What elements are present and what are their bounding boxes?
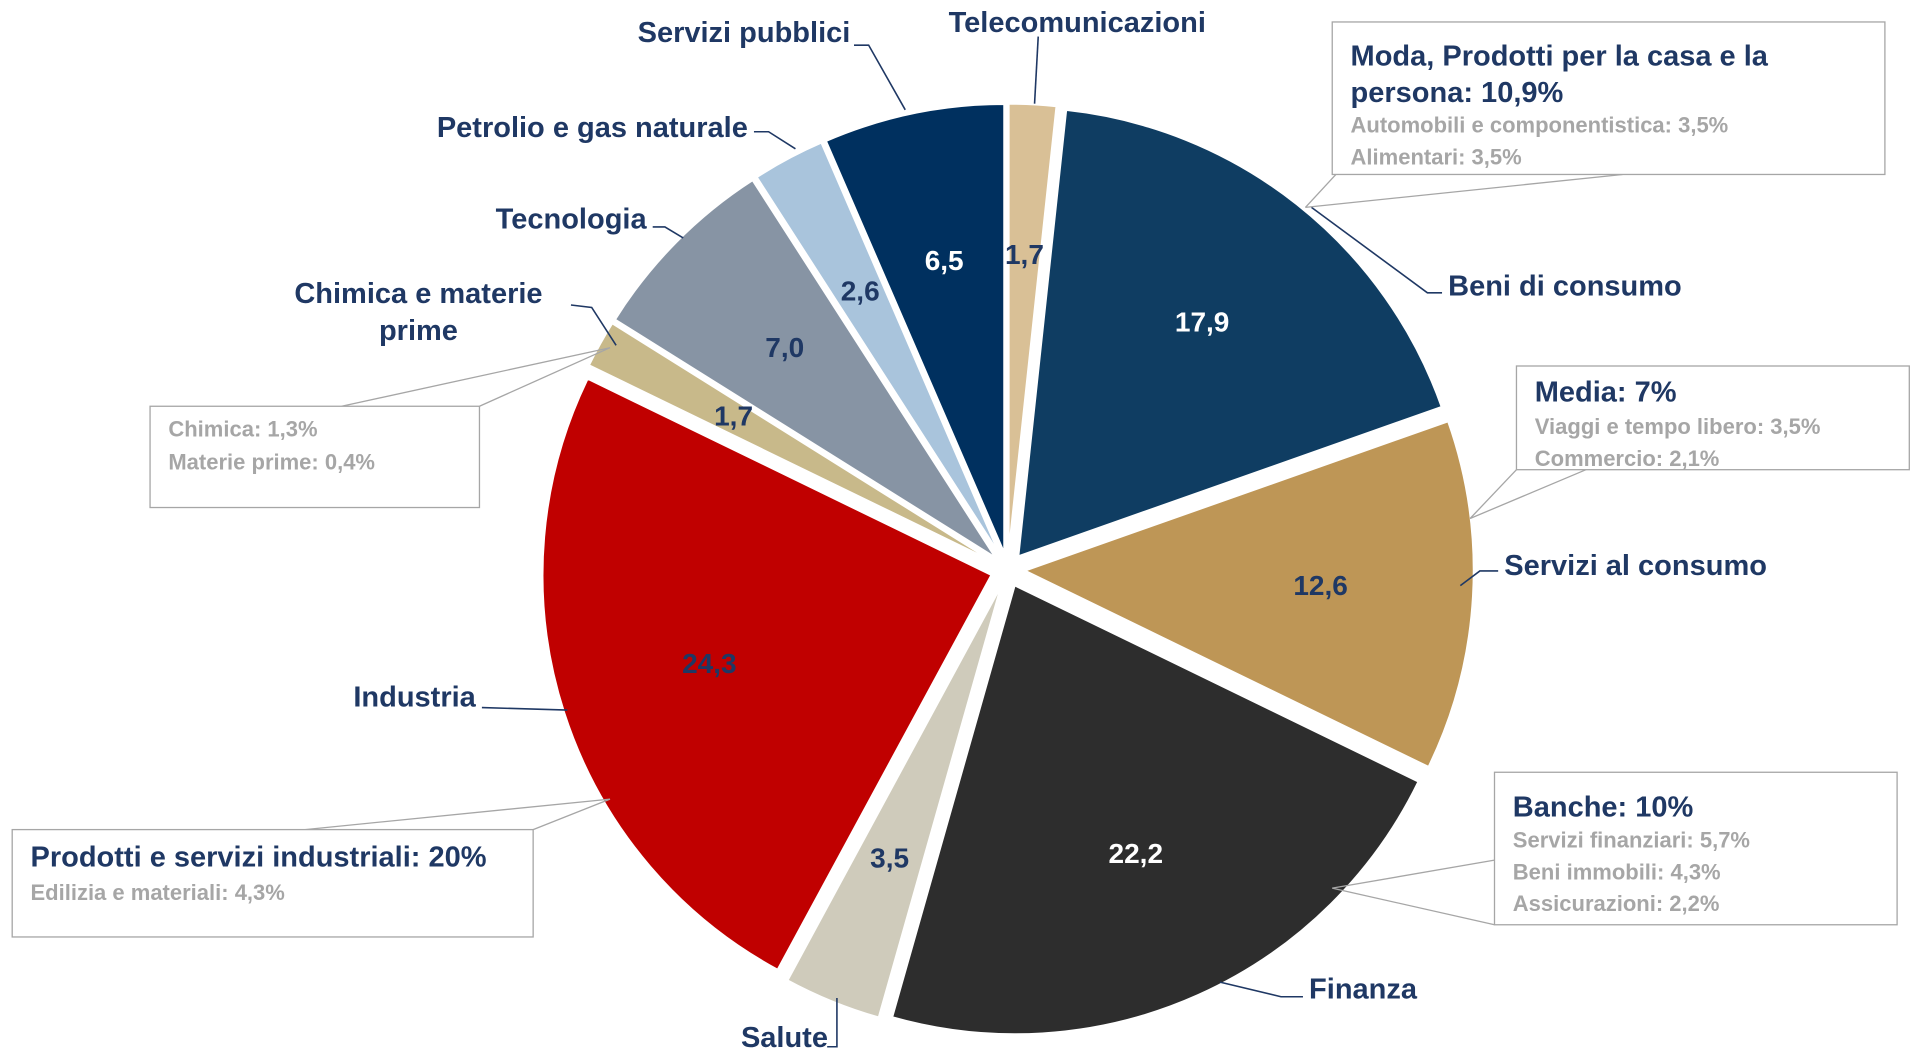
category-label: Industria	[353, 682, 476, 714]
annotation-leader	[1469, 469, 1587, 520]
value-label: 3,5	[870, 842, 909, 873]
annotation-leader	[1469, 469, 1517, 519]
annotation-item: Viaggi e tempo libero: 3,5%	[1535, 414, 1821, 439]
annotation-item: Edilizia e materiali: 4,3%	[31, 880, 285, 905]
value-label: 22,2	[1109, 838, 1164, 869]
pie-slice	[1022, 420, 1475, 769]
annotation-item: Chimica: 1,3%	[168, 416, 317, 441]
leader-line	[1311, 206, 1443, 294]
leader-line	[827, 997, 838, 1048]
pie-slice	[786, 585, 1003, 1019]
category-label: Finanza	[1309, 973, 1418, 1005]
annotation-box	[149, 405, 481, 509]
annotation-box	[1331, 21, 1886, 176]
leader-line	[481, 706, 568, 711]
leader-line	[652, 226, 684, 239]
annotation-item: Beni immobili: 4,3%	[1513, 859, 1721, 884]
pie-slice	[1007, 102, 1058, 553]
pie-slice	[587, 321, 994, 563]
leader-line	[854, 44, 906, 111]
annotation-title: Moda, Prodotti per la casa e la persona: …	[1351, 40, 1769, 109]
annotation-item: Automobili e componentistica: 3,5%	[1351, 113, 1729, 138]
annotation-leader	[1305, 173, 1623, 209]
value-label: 2,6	[841, 276, 880, 307]
annotation-title: Prodotti e servizi industriali: 20%	[31, 842, 487, 874]
category-label: Beni di consumo	[1448, 271, 1682, 303]
annotation-item: Commercio: 2,1%	[1535, 446, 1720, 471]
annotation-leader	[532, 798, 611, 831]
annotation-box	[1493, 771, 1898, 926]
annotation-item: Materie prime: 0,4%	[168, 449, 375, 474]
annotation-item: Assicurazioni: 2,2%	[1513, 891, 1720, 916]
annotation-leader	[1332, 887, 1495, 926]
value-label: 1,7	[1005, 239, 1044, 270]
annotation-item: Alimentari: 3,5%	[1351, 144, 1522, 169]
annotation-leader	[479, 347, 611, 407]
annotation-item: Servizi finanziari: 5,7%	[1513, 828, 1750, 853]
category-label: Tecnologia	[496, 203, 648, 235]
category-label: Telecomunicazioni	[949, 7, 1206, 39]
pie-slice	[755, 141, 1001, 556]
pie-slice	[1017, 108, 1443, 558]
annotation-title: Banche: 10%	[1513, 792, 1694, 824]
value-label: 12,6	[1293, 570, 1348, 601]
leader-line	[1219, 981, 1303, 998]
category-label: Petrolio e gas naturale	[437, 112, 748, 144]
category-label: Salute	[741, 1022, 828, 1054]
leader-line	[570, 304, 617, 346]
annotation-title: Media: 7%	[1535, 377, 1677, 409]
annotation-leader	[1304, 174, 1337, 208]
annotation-leader	[1332, 859, 1495, 889]
pie-slice	[613, 178, 997, 559]
value-label: 6,5	[925, 245, 964, 276]
annotation-leader	[304, 798, 611, 831]
value-label: 7,0	[765, 332, 804, 363]
pie-slice	[890, 583, 1420, 1036]
category-label: Servizi al consumo	[1504, 550, 1767, 582]
leader-line	[1459, 570, 1499, 587]
annotation-leader	[341, 347, 611, 407]
leader-line	[753, 130, 796, 150]
value-label: 1,7	[714, 400, 753, 431]
annotation-box	[11, 828, 534, 938]
annotation-box	[1515, 365, 1910, 471]
value-label: 24,3	[682, 648, 737, 679]
pie-slice	[824, 103, 1006, 554]
category-label: Servizi pubblici	[638, 17, 851, 49]
leader-line	[1033, 36, 1040, 104]
category-label: Chimica e materie prime	[294, 278, 542, 347]
value-label: 17,9	[1175, 306, 1230, 337]
pie-slice	[541, 377, 993, 972]
